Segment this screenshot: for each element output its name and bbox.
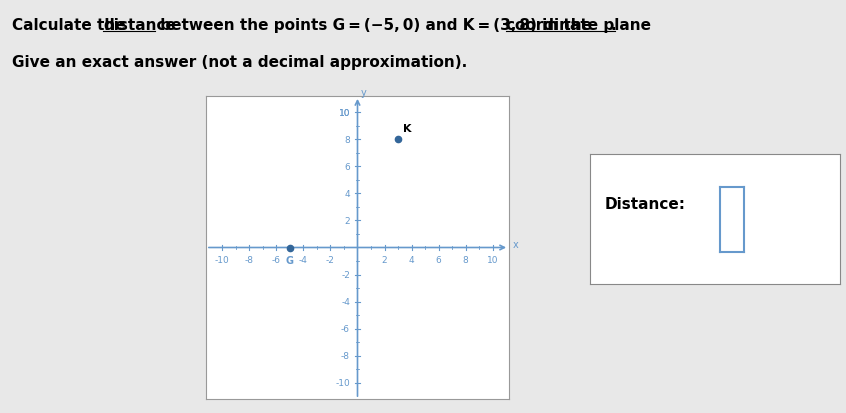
Text: -4: -4	[299, 255, 308, 264]
Text: between the points G = (−5, 0) and K = (3, 8) in the: between the points G = (−5, 0) and K = (…	[155, 18, 597, 33]
Text: 6: 6	[344, 162, 350, 171]
Text: Calculate the: Calculate the	[12, 18, 131, 33]
Text: -8: -8	[341, 351, 350, 360]
Text: Distance:: Distance:	[605, 197, 686, 211]
Text: .: .	[610, 18, 616, 33]
Text: y: y	[361, 88, 366, 98]
Text: Give an exact answer (not a decimal approximation).: Give an exact answer (not a decimal appr…	[12, 55, 467, 70]
Text: K: K	[404, 123, 412, 133]
Text: 2: 2	[344, 216, 350, 225]
Text: 10: 10	[487, 255, 498, 264]
Text: G: G	[286, 255, 294, 265]
Text: x: x	[513, 240, 519, 249]
Text: 10: 10	[338, 109, 350, 117]
Text: -6: -6	[272, 255, 281, 264]
Text: -6: -6	[341, 324, 350, 333]
Text: -10: -10	[215, 255, 229, 264]
Text: coordinate plane: coordinate plane	[506, 18, 651, 33]
Text: 4: 4	[409, 255, 415, 264]
Text: -4: -4	[341, 297, 350, 306]
Text: 10: 10	[338, 109, 350, 117]
Text: 4: 4	[344, 190, 350, 198]
Text: 2: 2	[382, 255, 387, 264]
Text: -10: -10	[335, 378, 350, 387]
Text: -2: -2	[326, 255, 335, 264]
Text: -8: -8	[244, 255, 254, 264]
Text: 6: 6	[436, 255, 442, 264]
Text: -2: -2	[341, 271, 350, 279]
Text: 8: 8	[463, 255, 469, 264]
Text: 8: 8	[344, 135, 350, 145]
Text: distance: distance	[103, 18, 176, 33]
